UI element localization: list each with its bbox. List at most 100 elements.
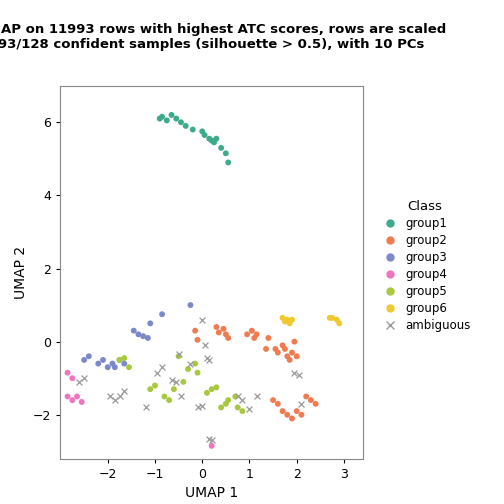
Point bbox=[198, 316, 206, 324]
Point bbox=[73, 393, 81, 401]
Point bbox=[191, 327, 199, 335]
Point bbox=[115, 356, 123, 364]
Point bbox=[238, 396, 246, 404]
Point bbox=[167, 376, 175, 384]
Point bbox=[111, 396, 119, 404]
Point bbox=[170, 385, 178, 393]
Point bbox=[151, 382, 159, 390]
Point bbox=[186, 301, 195, 309]
Point bbox=[64, 369, 72, 377]
Point bbox=[290, 338, 298, 346]
Point bbox=[201, 131, 209, 139]
Point bbox=[142, 403, 150, 411]
Point bbox=[146, 320, 154, 328]
Point bbox=[245, 405, 254, 413]
Point bbox=[288, 349, 296, 357]
Point bbox=[68, 374, 76, 382]
Point bbox=[165, 396, 173, 404]
Point bbox=[279, 341, 287, 349]
Point bbox=[297, 400, 305, 408]
Point bbox=[333, 316, 341, 324]
Point bbox=[274, 349, 282, 357]
Point bbox=[274, 400, 282, 408]
Point bbox=[194, 403, 202, 411]
Point bbox=[135, 330, 143, 338]
Point bbox=[205, 135, 213, 143]
Point bbox=[210, 138, 218, 146]
Point bbox=[198, 402, 206, 410]
Point bbox=[115, 393, 123, 401]
Point bbox=[286, 356, 294, 364]
Point bbox=[158, 113, 166, 121]
Point bbox=[78, 398, 86, 406]
Point bbox=[80, 356, 88, 364]
Point bbox=[302, 393, 310, 401]
Point bbox=[222, 400, 230, 408]
Point bbox=[293, 352, 301, 360]
Point bbox=[111, 363, 119, 371]
Y-axis label: UMAP 2: UMAP 2 bbox=[14, 245, 28, 299]
Point bbox=[283, 352, 291, 360]
Point bbox=[167, 111, 175, 119]
Point bbox=[144, 334, 152, 342]
Point bbox=[208, 137, 216, 145]
Point bbox=[174, 350, 182, 358]
Point bbox=[328, 314, 336, 322]
Point bbox=[120, 354, 129, 362]
Point bbox=[215, 329, 223, 337]
Point bbox=[194, 336, 202, 344]
Point bbox=[290, 369, 298, 377]
Point bbox=[293, 407, 301, 415]
Point bbox=[297, 411, 305, 419]
Point bbox=[158, 310, 166, 318]
Point bbox=[120, 359, 129, 367]
Point bbox=[156, 114, 164, 122]
Point bbox=[160, 393, 168, 401]
Point bbox=[288, 316, 296, 324]
Point bbox=[163, 116, 171, 124]
Point bbox=[219, 325, 227, 333]
Text: UMAP on 11993 rows with highest ATC scores, rows are scaled
93/128 confident sam: UMAP on 11993 rows with highest ATC scor… bbox=[0, 23, 447, 51]
Point bbox=[217, 144, 225, 152]
Point bbox=[264, 334, 272, 342]
Point bbox=[283, 411, 291, 419]
Point bbox=[248, 327, 256, 335]
Point bbox=[224, 396, 232, 404]
Legend: group1, group2, group3, group4, group5, group6, ambiguous: group1, group2, group3, group4, group5, … bbox=[375, 196, 474, 336]
Point bbox=[106, 393, 114, 401]
Point bbox=[286, 320, 294, 328]
Point bbox=[191, 359, 199, 367]
Point bbox=[205, 434, 213, 443]
Point bbox=[203, 389, 211, 397]
Point bbox=[203, 354, 211, 362]
Point bbox=[279, 407, 287, 415]
Point bbox=[75, 378, 83, 386]
Point bbox=[194, 369, 202, 377]
Point bbox=[283, 316, 291, 324]
Point bbox=[307, 396, 315, 404]
Point bbox=[179, 378, 187, 386]
Point bbox=[279, 314, 287, 322]
Point bbox=[85, 352, 93, 360]
Point bbox=[281, 345, 289, 353]
Point bbox=[269, 396, 277, 404]
Point bbox=[115, 356, 123, 364]
X-axis label: UMAP 1: UMAP 1 bbox=[185, 486, 238, 500]
Point bbox=[188, 125, 197, 134]
Point bbox=[217, 403, 225, 411]
Point bbox=[172, 114, 180, 122]
Point bbox=[208, 436, 216, 445]
Point bbox=[80, 374, 88, 382]
Point bbox=[243, 330, 251, 338]
Point bbox=[311, 400, 320, 408]
Point bbox=[68, 396, 76, 404]
Point bbox=[120, 387, 129, 395]
Point bbox=[224, 158, 232, 166]
Point bbox=[224, 334, 232, 342]
Point bbox=[153, 369, 161, 377]
Point bbox=[272, 345, 280, 353]
Point bbox=[94, 359, 102, 367]
Point bbox=[326, 314, 334, 322]
Point bbox=[181, 122, 190, 130]
Point bbox=[158, 363, 166, 371]
